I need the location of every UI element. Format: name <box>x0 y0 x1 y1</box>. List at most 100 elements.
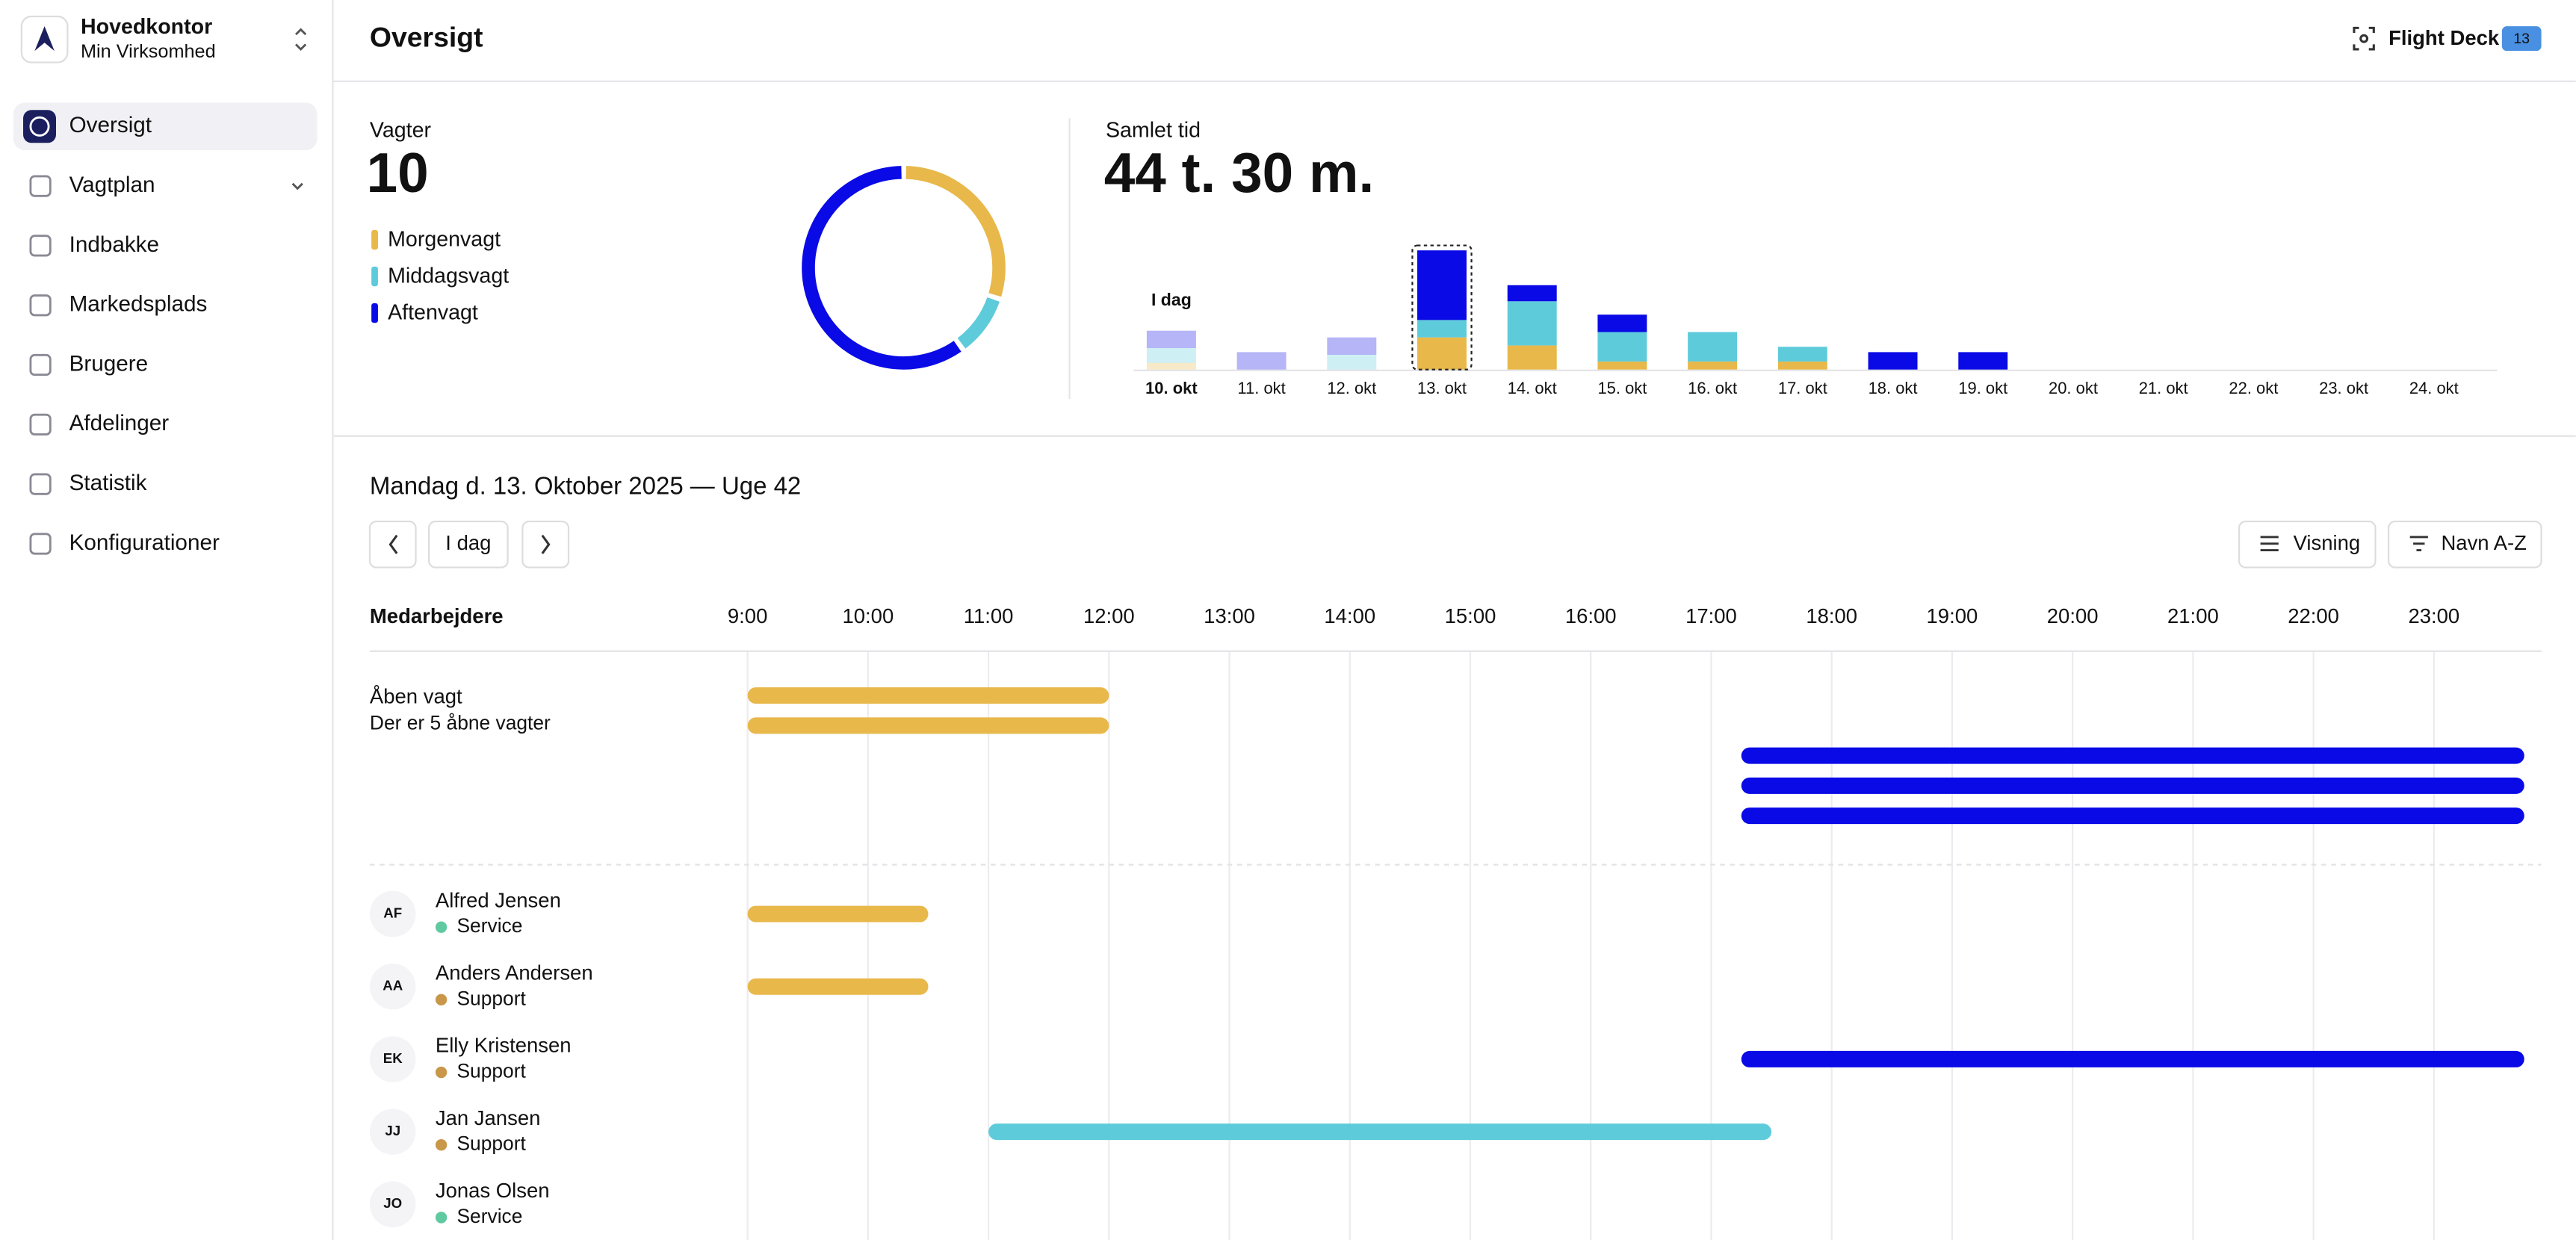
hour-label: 17:00 <box>1685 604 1737 627</box>
avatar-initials: EK <box>383 1050 403 1066</box>
sort-button[interactable] <box>2388 520 2542 568</box>
nav-icon <box>23 110 56 143</box>
nav-item[interactable]: Oversigt <box>69 113 152 137</box>
today-button[interactable] <box>427 520 509 568</box>
bar-segment <box>1236 352 1287 370</box>
shift-bar <box>1741 807 2524 825</box>
nav-item[interactable]: Statistik <box>69 471 147 495</box>
selected-day <box>1411 244 1473 371</box>
bar-segment <box>1597 332 1647 362</box>
bar-segment <box>1417 337 1467 370</box>
day-label: 14. okt <box>1508 379 1557 397</box>
day-label: 12. okt <box>1327 379 1376 397</box>
shift-bar <box>988 1123 1772 1141</box>
legend-label: Aftenvagt <box>388 301 478 325</box>
nav-item[interactable]: Indbakke <box>69 232 159 257</box>
dept-dot <box>435 1066 448 1079</box>
shift-bar <box>747 905 929 923</box>
view-icon <box>2260 536 2279 551</box>
nav-expand[interactable] <box>291 182 303 190</box>
day-label: 17. okt <box>1778 379 1827 397</box>
hour-label: 21:00 <box>2167 604 2219 627</box>
sort-button-label: Navn A-Z <box>2441 531 2527 554</box>
nav-icon <box>29 235 52 257</box>
dept-dot <box>435 1139 448 1151</box>
shift-bar <box>747 978 929 995</box>
workspace-switch[interactable] <box>294 28 307 51</box>
day-label: 22. okt <box>2229 379 2278 397</box>
hour-label: 18:00 <box>1806 604 1857 627</box>
avatar <box>369 1036 416 1082</box>
dept-dot <box>435 921 448 933</box>
legend-label: Middagsvagt <box>388 264 509 288</box>
bar-segment <box>1868 352 1918 370</box>
day-label: 13. okt <box>1417 379 1467 397</box>
avatar <box>369 963 416 1010</box>
hour-label: 19:00 <box>1927 604 1978 627</box>
employee-dept: Support <box>456 987 526 1009</box>
day-label: 21. okt <box>2139 379 2188 397</box>
employee-dept: Support <box>456 1059 526 1082</box>
nav-icon-glyph <box>29 116 50 137</box>
day-label: 11. okt <box>1237 379 1285 397</box>
prev-arrow[interactable] <box>388 534 398 554</box>
nav-icon <box>29 533 52 555</box>
nav-item[interactable]: Afdelinger <box>69 411 170 435</box>
legend-swatch <box>371 266 378 287</box>
hour-label: 15:00 <box>1445 604 1496 627</box>
day-label: 10. okt <box>1145 379 1198 397</box>
hour-label: 20:00 <box>2047 604 2099 627</box>
bar-segment <box>1146 362 1196 370</box>
hour-label: 16:00 <box>1565 604 1617 627</box>
open-shift-subtitle: Der er 5 åbne vagter <box>370 712 551 734</box>
card-total: 44 t. 30 m. <box>1104 141 1375 204</box>
nav-icon <box>29 413 52 435</box>
hour-label: 22:00 <box>2288 604 2339 627</box>
nav-item[interactable]: Markedsplads <box>69 292 208 317</box>
donut-segment <box>802 166 1006 370</box>
shift-bar <box>747 717 1109 734</box>
nav-item[interactable]: Konfigurationer <box>69 530 220 555</box>
bar-segment <box>1507 285 1557 302</box>
sort-icon <box>2409 536 2428 551</box>
day-label: 23. okt <box>2319 379 2368 397</box>
bar-segment <box>1777 347 1827 362</box>
nav-item[interactable]: Vagtplan <box>69 173 155 197</box>
next-arrow[interactable] <box>541 534 551 554</box>
bar-segment <box>1958 352 2008 370</box>
nav-icon <box>29 353 52 376</box>
card-total: 10 <box>367 141 429 204</box>
avatar-initials: AA <box>383 978 403 993</box>
view-button[interactable] <box>2238 520 2377 568</box>
avatar <box>369 890 416 937</box>
hour-label: 14:00 <box>1324 604 1375 627</box>
bar-segment <box>1507 301 1557 346</box>
shift-bar <box>1741 777 2524 794</box>
day-label: 16. okt <box>1688 379 1737 397</box>
bar-segment <box>1327 337 1377 355</box>
employee-dept: Service <box>456 1205 522 1227</box>
bar-segment <box>1777 361 1827 370</box>
legend-swatch <box>371 229 378 250</box>
bar-segment <box>1327 354 1377 370</box>
employee-name: Anders Andersen <box>436 961 593 985</box>
avatar-initials: JJ <box>385 1123 400 1138</box>
day-label: 24. okt <box>2409 379 2459 397</box>
employee-dept: Support <box>456 1132 526 1155</box>
nav-item[interactable]: Brugere <box>69 351 149 376</box>
bar-segment <box>1146 330 1196 349</box>
prev-button[interactable] <box>368 520 417 568</box>
employee-dept: Service <box>456 914 522 937</box>
next-button[interactable] <box>521 520 570 568</box>
bar-segment <box>1417 250 1467 320</box>
flight-deck[interactable]: Flight Deck <box>2388 26 2500 49</box>
legend-label: Morgenvagt <box>388 228 501 252</box>
page-title: Oversigt <box>370 22 483 53</box>
hour-label: 12:00 <box>1083 604 1135 627</box>
bar-segment <box>1417 320 1467 338</box>
bar-segment <box>1688 332 1738 362</box>
today-button-label: I dag <box>445 531 491 554</box>
avatar-initials: AF <box>383 905 402 921</box>
